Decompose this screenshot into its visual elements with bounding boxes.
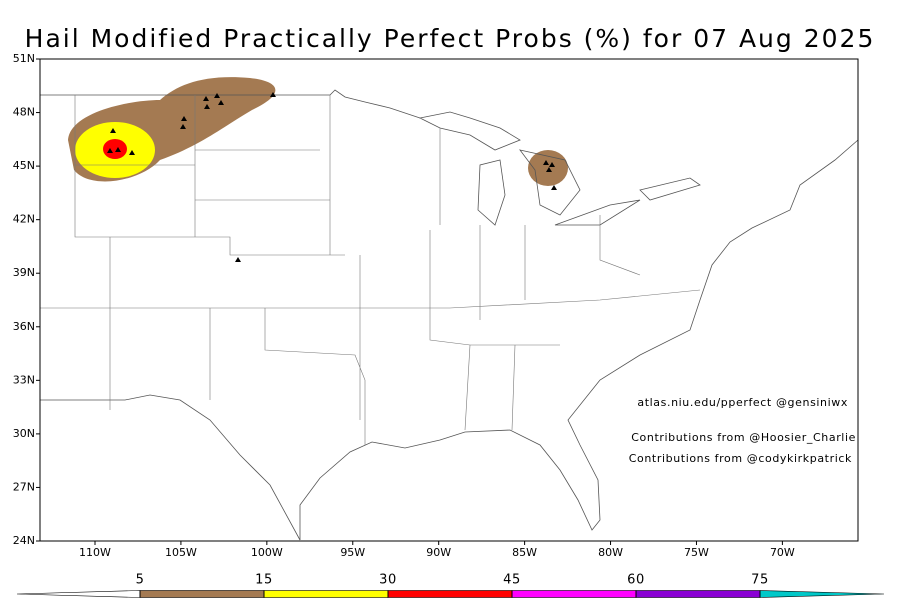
x-tick-label: 95W: [340, 546, 365, 559]
x-tick-label: 80W: [598, 546, 623, 559]
credit: atlas.niu.edu/pperfect @gensiniwx: [637, 396, 848, 409]
y-tick-label: 33N: [13, 373, 35, 386]
map: [39, 58, 859, 542]
colorbar-extend: [759, 590, 885, 598]
x-tick-label: 85W: [512, 546, 537, 559]
colorbar-label: 75: [751, 573, 769, 588]
x-tick-label: 110W: [79, 546, 111, 559]
coastline: [299, 139, 859, 540]
x-tick-label: 75W: [684, 546, 709, 559]
state-lines: [40, 95, 701, 445]
x-tick-label: 70W: [770, 546, 795, 559]
map-frame: [39, 58, 859, 542]
colorbar-bin: [263, 590, 389, 598]
prob-area: [528, 150, 568, 186]
colorbar-label: 60: [627, 573, 645, 588]
colorbar-label: 45: [503, 573, 521, 588]
y-tick-label: 24N: [13, 534, 35, 547]
y-tick-label: 30N: [13, 427, 35, 440]
y-tick-label: 42N: [13, 213, 35, 226]
y-tick-label: 45N: [13, 159, 35, 172]
y-tick-label: 27N: [13, 480, 35, 493]
title: Hail Modified Practically Perfect Probs …: [25, 24, 876, 53]
y-tick-label: 36N: [13, 320, 35, 333]
x-tick-label: 100W: [251, 546, 283, 559]
y-tick-label: 48N: [13, 106, 35, 119]
colorbar-bin: [635, 590, 761, 598]
colorbar-label: 5: [136, 573, 145, 588]
y-tick-label: 51N: [13, 52, 35, 65]
colorbar-bin: [139, 590, 265, 598]
ticks: 24N 27N 30N 33N 36N 39N 42N 45N 48N 51N 110W 105W 10…: [13, 52, 795, 559]
colorbar-bin: [511, 590, 637, 598]
credit: Contributions from @codykirkpatrick: [629, 452, 852, 465]
colorbar-bin: [387, 590, 513, 598]
x-tick-label: 105W: [165, 546, 197, 559]
y-tick-label: 39N: [13, 266, 35, 279]
colorbar-label: 15: [255, 573, 273, 588]
great-lakes: [418, 111, 701, 226]
colorbar-extend: [16, 590, 141, 598]
credit: Contributions from @Hoosier_Charlie: [631, 431, 856, 444]
hail-reports: [107, 92, 557, 262]
colorbar: 5 15 30 45 60 75: [16, 573, 885, 598]
colorbar-label: 30: [379, 573, 397, 588]
prob-area: [103, 139, 127, 159]
x-tick-label: 90W: [426, 546, 451, 559]
